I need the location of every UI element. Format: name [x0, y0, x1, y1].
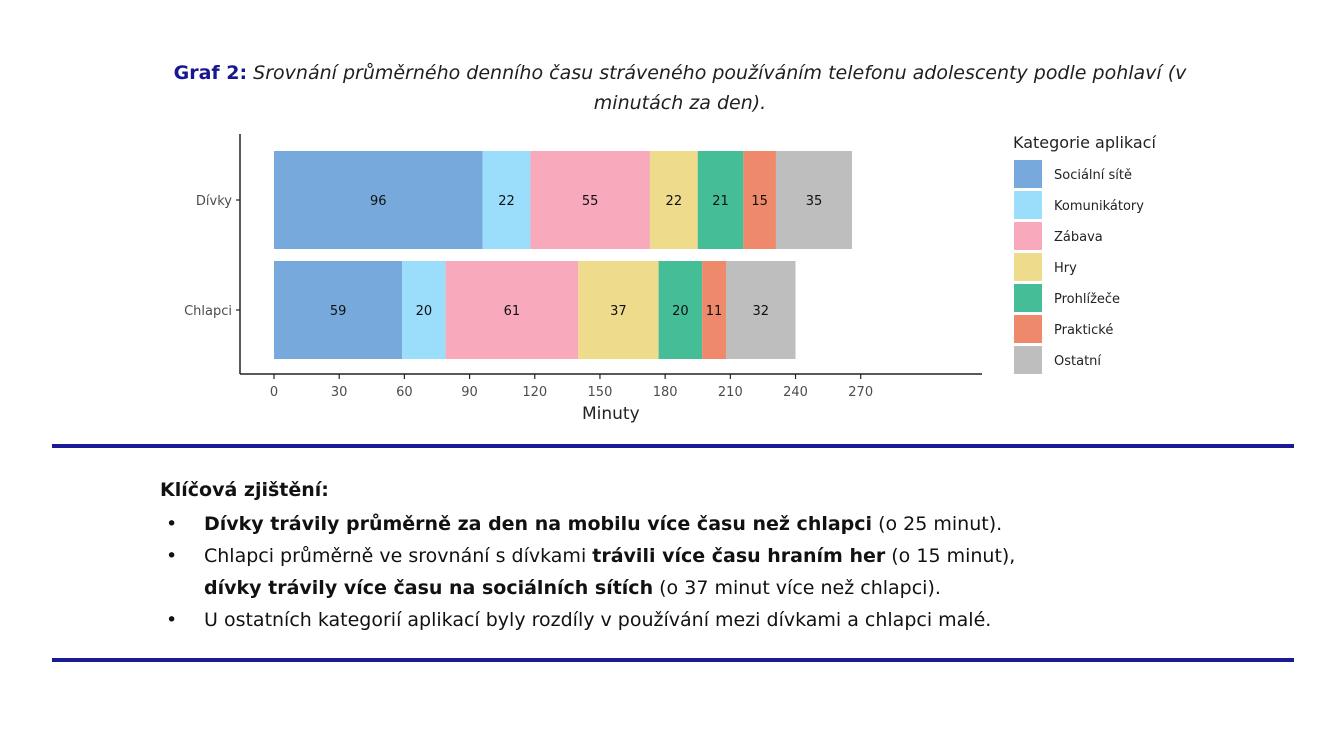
- key-findings: Klíčová zjištění: Dívky trávily průměrně…: [160, 474, 1260, 636]
- stacked-bar-chart: 96 22 55 22 21 15 35 Dívky 59 20 61 37 20 11 32 Chlapci…: [184, 133, 1156, 424]
- bar-value-label: 20: [416, 304, 433, 319]
- legend-label: Komunikátory: [1054, 199, 1144, 214]
- bar-value-label: 96: [370, 194, 387, 209]
- bar-value-label: 55: [582, 194, 599, 209]
- legend-swatch: [1014, 160, 1042, 188]
- findings-heading: Klíčová zjištění:: [160, 479, 329, 501]
- bar-segment: [530, 151, 650, 249]
- bar-value-label: 22: [666, 194, 683, 209]
- bar-segment: [274, 151, 483, 249]
- bar-segment: [578, 261, 659, 359]
- legend-label: Praktické: [1054, 323, 1113, 338]
- bar-segment: [445, 261, 579, 359]
- legend-label: Prohlížeče: [1054, 292, 1120, 307]
- bar-segment: [697, 151, 744, 249]
- bar-segment: [402, 261, 446, 359]
- finding-3-text: U ostatních kategorií aplikací byly rozd…: [204, 609, 992, 631]
- bar-segment: [743, 151, 776, 249]
- finding-1-text: (o 25 minut).: [872, 513, 1003, 535]
- bar-segment: [725, 261, 796, 359]
- legend-swatch: [1014, 253, 1042, 281]
- chart-title: Graf 2: Srovnání průměrného denního času…: [150, 58, 1210, 118]
- finding-2-bold-1: trávili více času hraním her: [592, 545, 886, 567]
- legend-swatch: [1014, 346, 1042, 374]
- bar-segment: [274, 261, 403, 359]
- bar-segment: [482, 151, 531, 249]
- finding-item: U ostatních kategorií aplikací byly rozd…: [166, 604, 1260, 636]
- finding-item: Dívky trávily průměrně za den na mobilu …: [166, 508, 1260, 540]
- finding-2-text-a: Chlapci průměrně ve srovnání s dívkami: [204, 545, 593, 567]
- findings-list: Dívky trávily průměrně za den na mobilu …: [160, 508, 1260, 636]
- x-tick-label: 120: [522, 385, 547, 400]
- finding-item: Chlapci průměrně ve srovnání s dívkami t…: [166, 540, 1260, 604]
- legend-swatch: [1014, 284, 1042, 312]
- bar-segment: [775, 151, 853, 249]
- bar-segment: [649, 151, 698, 249]
- top-divider: [52, 444, 1294, 448]
- x-tick-label: 60: [396, 385, 413, 400]
- bar-value-label: 21: [712, 194, 729, 209]
- legend-label: Hry: [1054, 261, 1077, 276]
- finding-1-bold: Dívky trávily průměrně za den na mobilu …: [204, 513, 873, 535]
- bar-value-label: 37: [610, 304, 627, 319]
- x-tick-label: 210: [718, 385, 743, 400]
- x-axis-title: Minuty: [582, 404, 640, 424]
- finding-2-text-c: (o 37 minut více než chlapci).: [653, 577, 941, 599]
- x-tick-label: 30: [331, 385, 348, 400]
- x-tick-label: 150: [588, 385, 613, 400]
- x-tick-label: 270: [848, 385, 873, 400]
- legend-swatch: [1014, 315, 1042, 343]
- bar-segment: [658, 261, 703, 359]
- y-tick-label: Dívky: [196, 194, 232, 209]
- finding-2-bold-2: dívky trávily více času na sociálních sí…: [204, 577, 654, 599]
- bar-value-label: 22: [498, 194, 515, 209]
- chart-title-lead: Graf 2:: [173, 62, 248, 84]
- x-tick-label: 240: [783, 385, 808, 400]
- bar-value-label: 11: [706, 304, 723, 319]
- bar-segment: [702, 261, 726, 359]
- legend-label: Ostatní: [1054, 354, 1101, 369]
- legend-title: Kategorie aplikací: [1013, 133, 1156, 152]
- bar-value-label: 15: [751, 194, 768, 209]
- bar-value-label: 32: [752, 304, 769, 319]
- legend-swatch: [1014, 191, 1042, 219]
- finding-2-text-b: (o 15 minut),: [885, 545, 1016, 567]
- bar-value-label: 59: [330, 304, 347, 319]
- bar-value-label: 61: [504, 304, 521, 319]
- chart-title-text: Srovnání průměrného denního času stráven…: [253, 62, 1187, 114]
- legend-swatch: [1014, 222, 1042, 250]
- y-tick-label: Chlapci: [184, 304, 232, 319]
- legend-label: Sociální sítě: [1054, 168, 1132, 183]
- bottom-divider: [52, 658, 1294, 662]
- x-tick-label: 0: [270, 385, 278, 400]
- legend-label: Zábava: [1054, 230, 1103, 245]
- x-tick-label: 180: [653, 385, 678, 400]
- bar-value-label: 20: [672, 304, 689, 319]
- x-tick-label: 90: [461, 385, 478, 400]
- bar-value-label: 35: [806, 194, 823, 209]
